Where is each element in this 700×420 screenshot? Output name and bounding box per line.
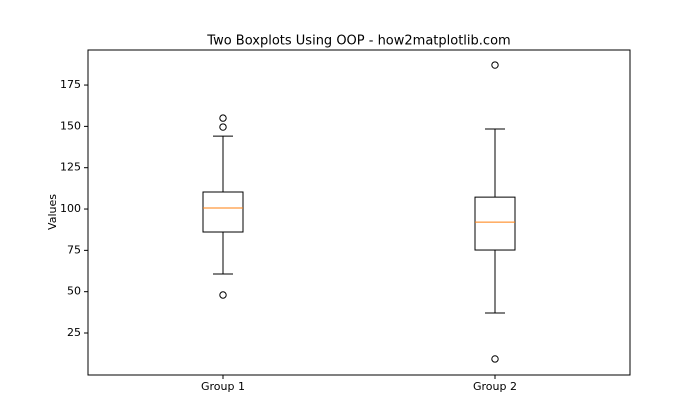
outlier <box>491 355 499 363</box>
outlier <box>219 114 227 122</box>
y-tick-label: 50 <box>67 285 81 298</box>
x-tick-label: Group 2 <box>473 380 517 393</box>
y-tick-label: 175 <box>60 78 81 91</box>
y-axis-label: Values <box>46 194 59 230</box>
box <box>474 196 516 251</box>
y-tick-label: 125 <box>60 161 81 174</box>
outlier <box>219 123 227 131</box>
y-tick-label: 75 <box>67 243 81 256</box>
box <box>202 191 244 233</box>
x-tick-label: Group 1 <box>201 380 245 393</box>
plot-frame <box>87 49 631 376</box>
outlier <box>491 61 499 69</box>
outlier <box>219 291 227 299</box>
y-tick-label: 150 <box>60 119 81 132</box>
y-tick-label: 100 <box>60 202 81 215</box>
chart-title: Two Boxplots Using OOP - how2matplotlib.… <box>206 34 510 49</box>
y-tick-label: 25 <box>67 326 81 339</box>
